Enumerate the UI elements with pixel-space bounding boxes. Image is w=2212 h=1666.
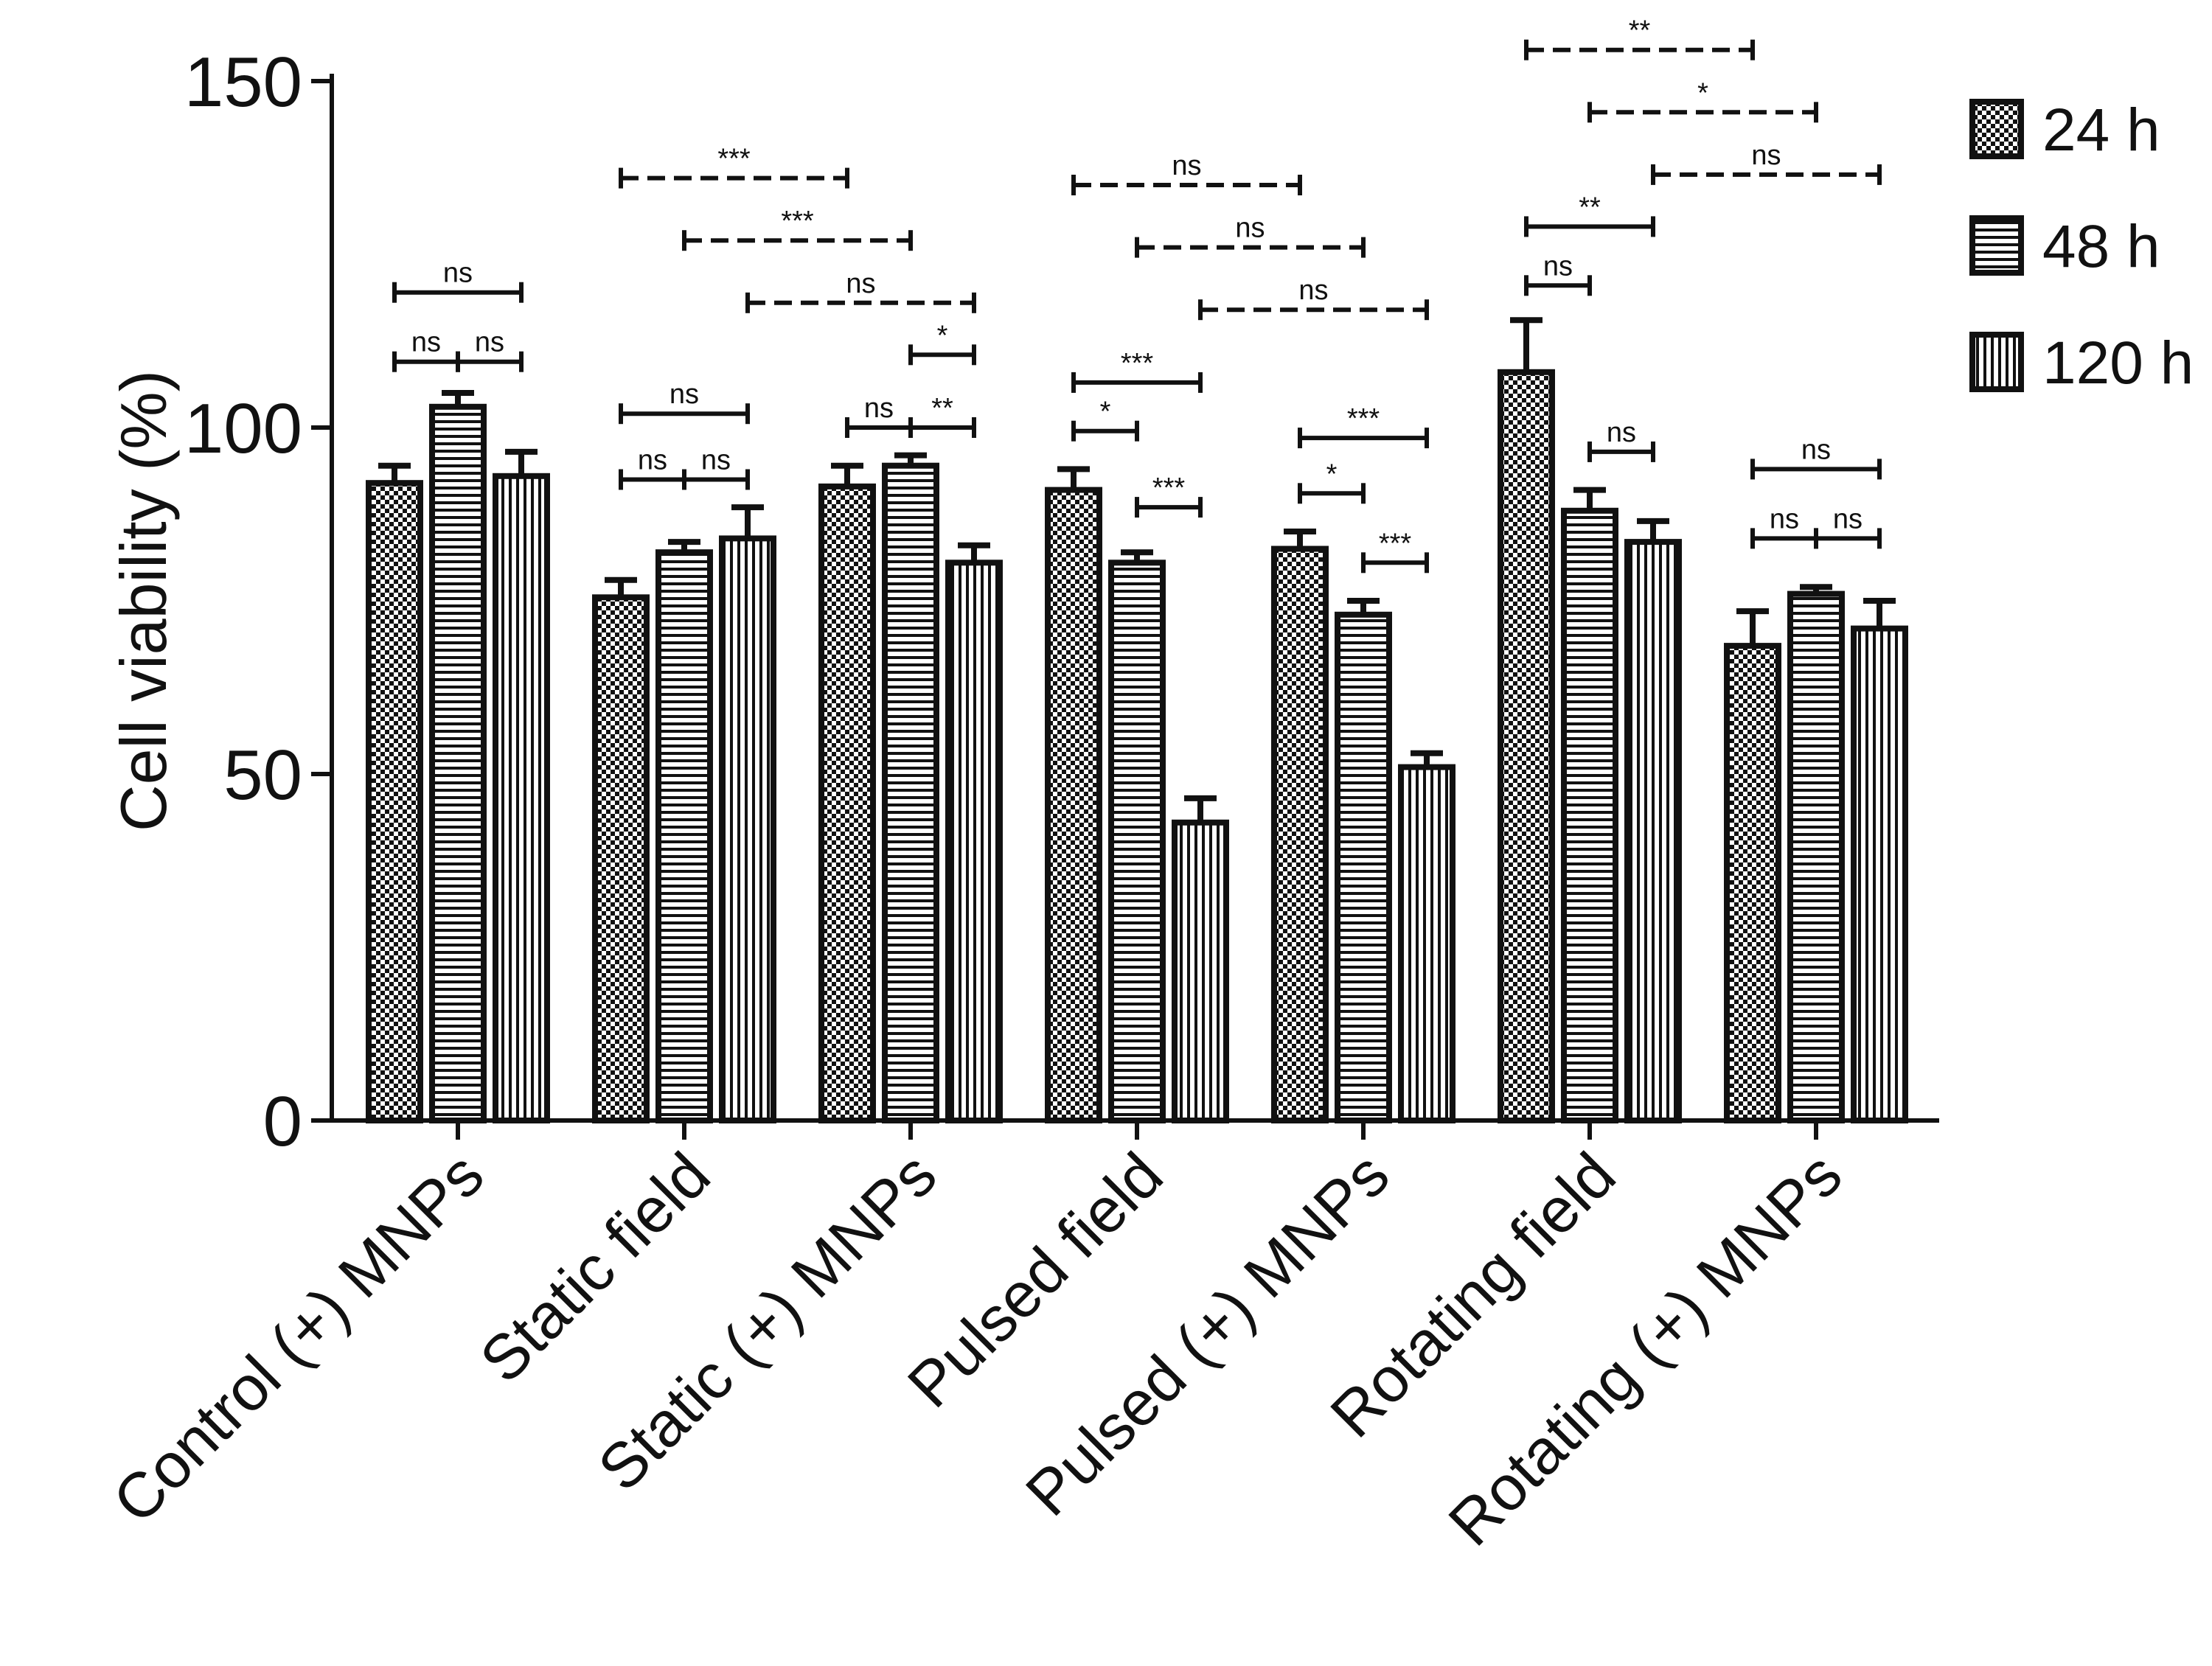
significance-label-0: ns [411,327,441,358]
significance-label-17: ns [1770,503,1799,534]
bar-2-5 [1624,539,1682,1123]
bar-1-2 [882,462,939,1123]
significance-label-14: *** [1347,403,1380,434]
significance-label-1: ns [475,327,504,358]
significance-label-12: * [1326,459,1338,489]
significance-label-4: ns [701,445,731,476]
significance-label-25: ns [1298,275,1328,306]
significance-label-29: ns [1751,140,1781,171]
bar-0-5 [1498,369,1555,1123]
significance-label-5: ns [669,379,699,410]
significance-label-28: * [1697,77,1708,108]
bar-0-1 [592,594,650,1123]
significance-label-20: *** [717,144,751,175]
significance-label-18: ns [1833,503,1863,534]
legend-swatch-1 [1969,215,2024,276]
significance-label-6: ns [864,393,894,424]
legend-swatch-0 [1969,99,2024,159]
significance-label-21: *** [781,206,814,237]
y-tick-label-1: 50 [223,736,302,815]
bar-0-6 [1724,643,1781,1123]
significance-label-13: *** [1379,528,1412,559]
significance-label-7: ** [931,393,953,424]
legend-label-1: 48 h [2042,213,2160,280]
bar-2-3 [1172,819,1229,1124]
significance-label-16: ns [1607,417,1636,448]
y-axis-title: Cell viability (%) [107,370,180,832]
significance-label-3: ns [638,445,667,476]
x-category-label-0: Control (+) MNPs [100,1140,497,1537]
bar-0-4 [1271,546,1329,1123]
significance-label-15: ns [1543,251,1573,282]
bar-1-5 [1561,507,1618,1123]
bar-0-3 [1045,487,1102,1123]
bar-0-2 [818,483,876,1123]
legend-swatch-2 [1969,332,2024,392]
significance-label-24: ns [1235,213,1265,244]
significance-label-19: ns [1801,434,1831,465]
bar-2-1 [719,535,776,1123]
bar-2-2 [945,560,1003,1123]
y-tick-label-3: 150 [184,43,302,122]
bar-2-0 [493,473,550,1123]
x-category-label-6: Rotating (+) MNPs [1436,1140,1856,1560]
legend-label-2: 120 h [2042,330,2194,397]
significance-label-8: * [937,320,948,351]
bar-2-6 [1851,625,1908,1123]
significance-label-23: ns [1172,150,1201,181]
bar-2-4 [1398,764,1455,1123]
bar-0-0 [366,480,423,1123]
y-tick-label-2: 100 [184,389,302,468]
significance-label-22: ns [846,268,875,299]
bar-1-0 [429,403,487,1123]
significance-label-2: ns [443,258,473,289]
bar-1-6 [1787,590,1845,1123]
bar-1-3 [1108,560,1166,1123]
significance-label-27: ** [1629,15,1651,46]
legend-label-0: 24 h [2042,97,2160,164]
bar-1-4 [1335,611,1392,1123]
bar-1-1 [655,549,713,1123]
y-tick-label-0: 0 [263,1082,302,1161]
significance-label-9: * [1100,397,1111,428]
significance-label-10: *** [1152,473,1186,503]
significance-label-26: ** [1579,192,1601,223]
significance-label-11: *** [1121,348,1154,379]
